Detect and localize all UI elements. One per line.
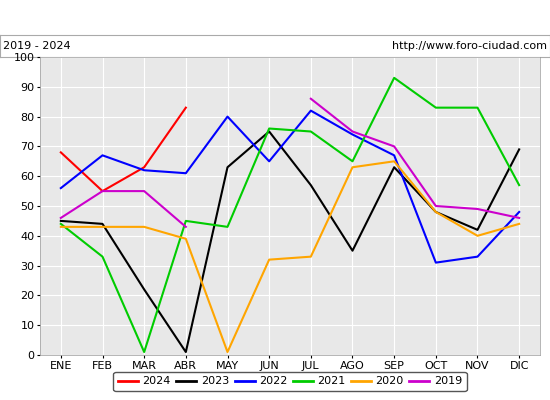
Text: Evolucion Nº Turistas Extranjeros en el municipio de Torrecampo: Evolucion Nº Turistas Extranjeros en el …	[60, 11, 490, 24]
Text: http://www.foro-ciudad.com: http://www.foro-ciudad.com	[392, 41, 547, 51]
Text: 2019 - 2024: 2019 - 2024	[3, 41, 70, 51]
Legend: 2024, 2023, 2022, 2021, 2020, 2019: 2024, 2023, 2022, 2021, 2020, 2019	[113, 372, 466, 391]
